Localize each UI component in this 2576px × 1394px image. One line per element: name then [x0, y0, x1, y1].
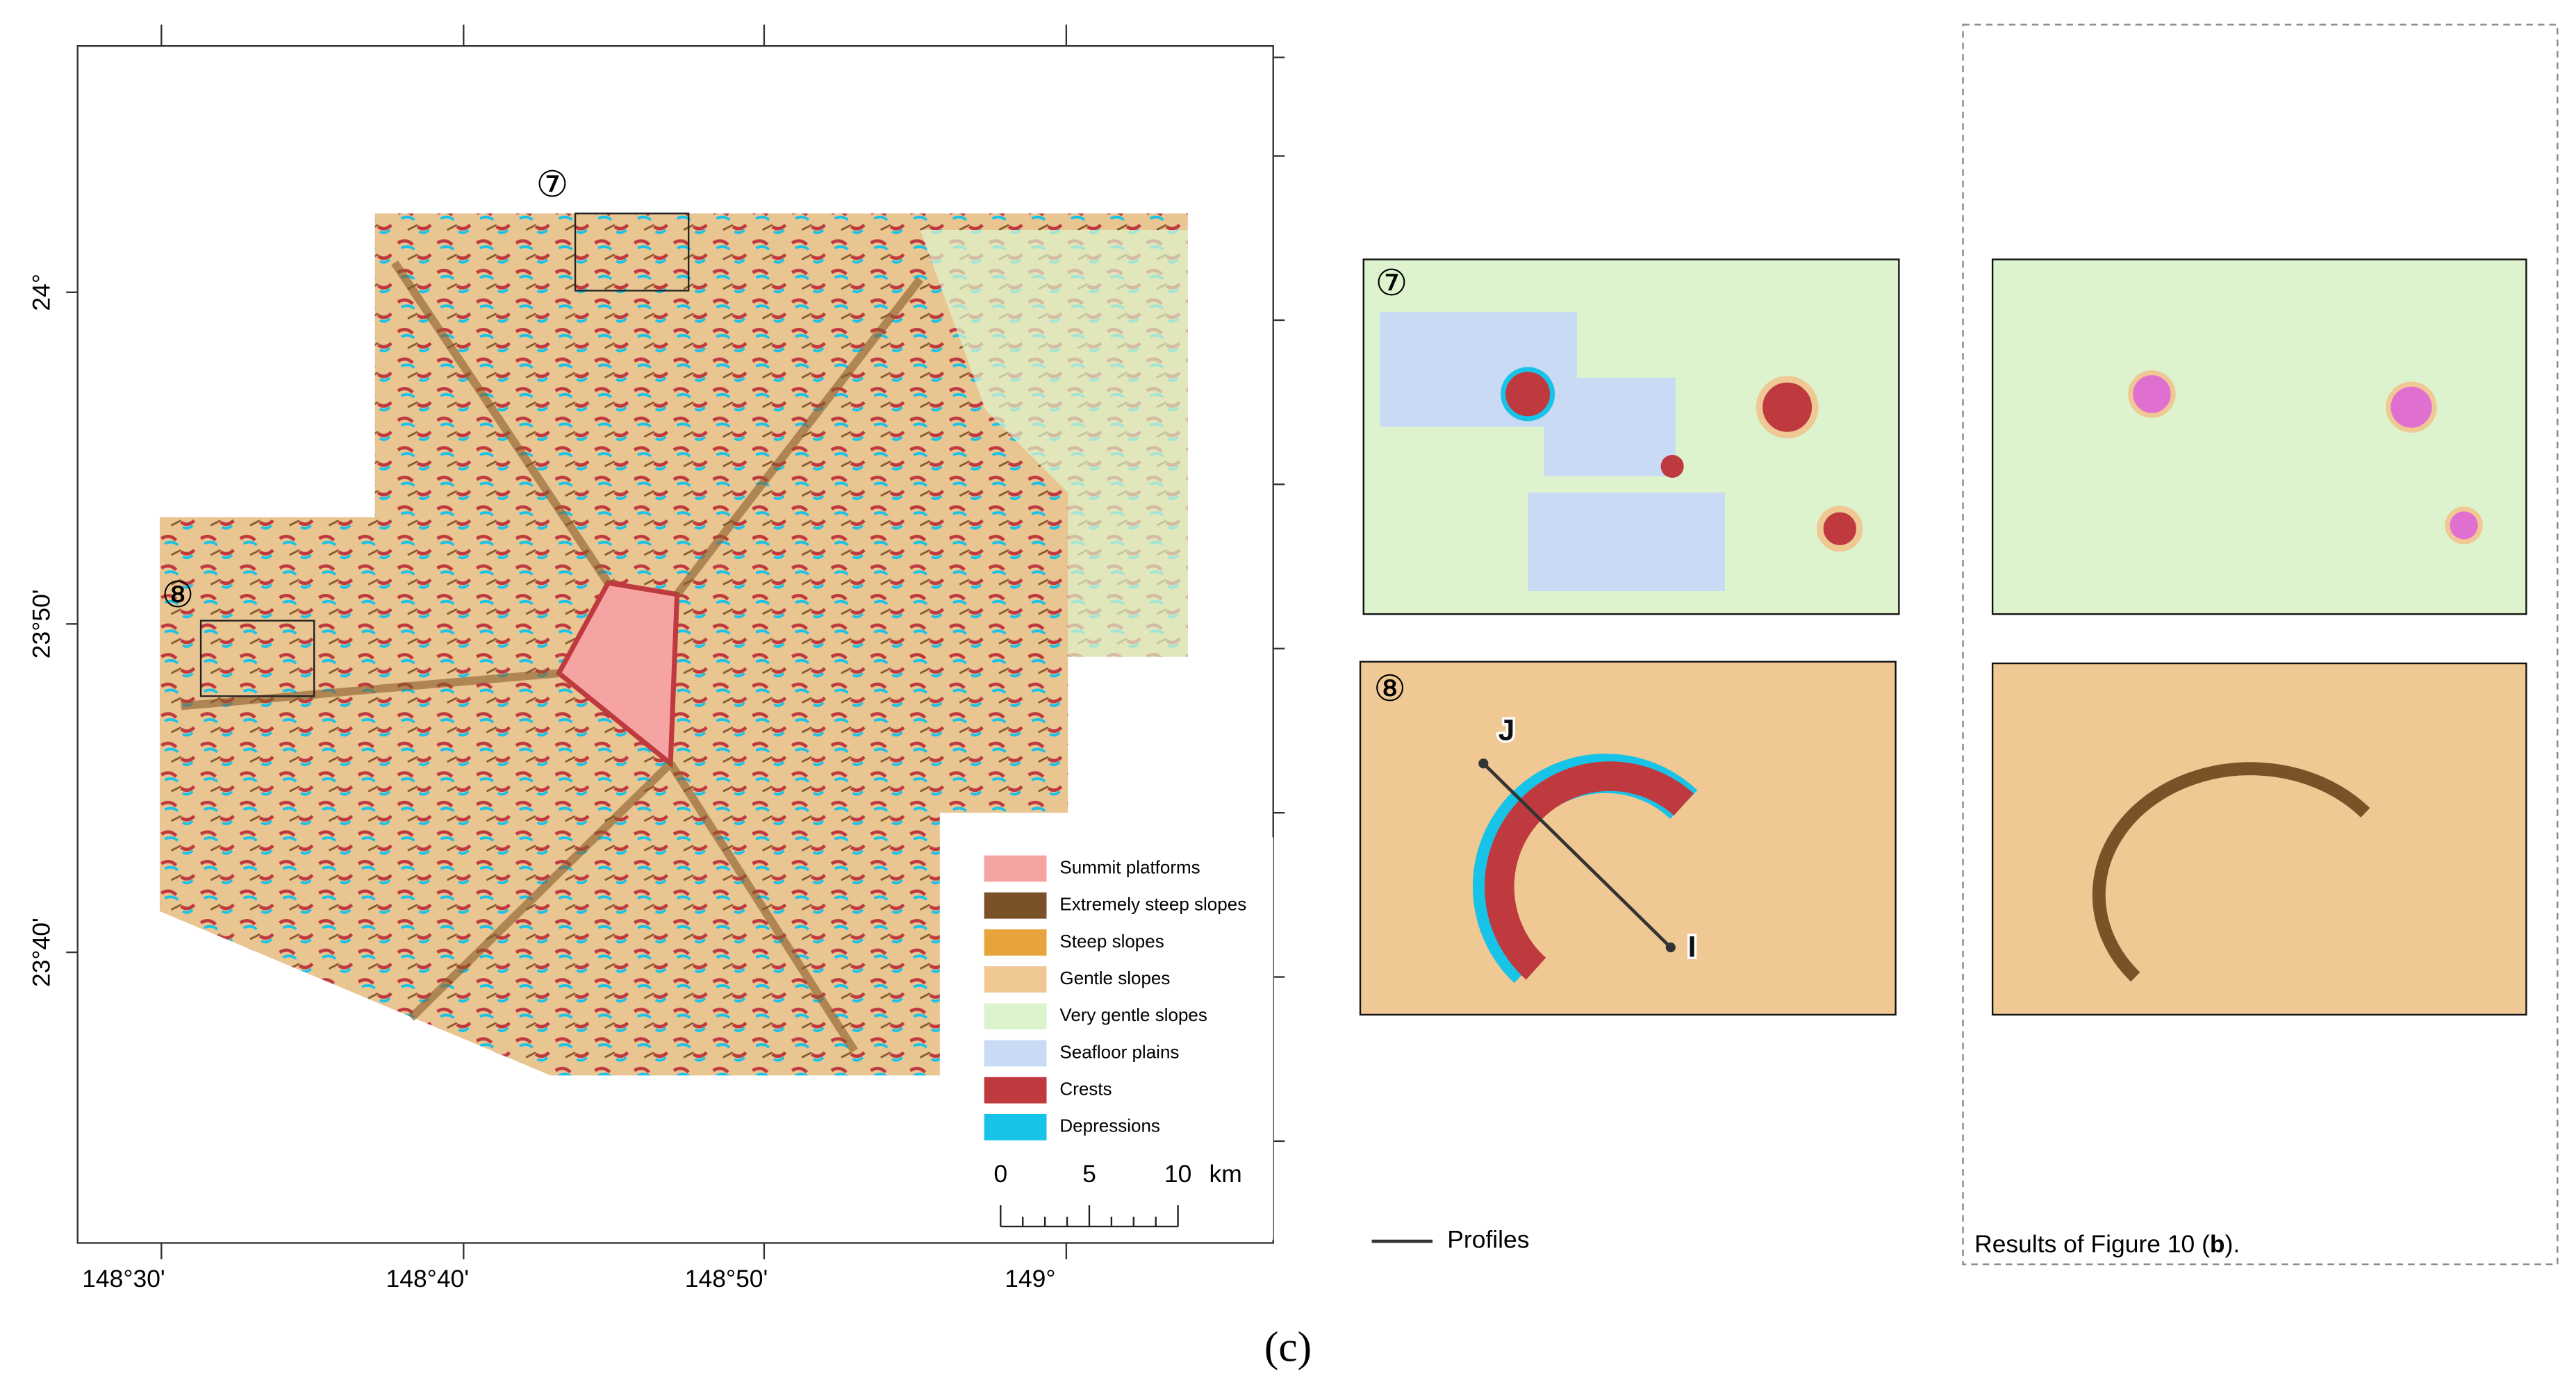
legend-label: Crests: [1059, 1079, 1112, 1100]
legend-swatch: [984, 1003, 1047, 1030]
legend-label: Seafloor plains: [1059, 1041, 1179, 1062]
profile-end: [1478, 758, 1489, 769]
zone-label: ⑦: [536, 165, 569, 205]
inset-blob: [1660, 454, 1684, 478]
inset-arc: [1485, 761, 1694, 980]
inset: [1991, 258, 2527, 615]
profile-point: I: [1688, 931, 1696, 964]
legend-label: Steep slopes: [1059, 931, 1164, 952]
caption-part: Results of Figure 10 (: [1974, 1231, 2210, 1259]
zone-box: [574, 213, 690, 292]
legend: Summit platforms Extremely steep slopes St…: [969, 837, 1273, 1240]
zone-label: ⑧: [162, 575, 195, 615]
scale-label: 10: [1164, 1160, 1191, 1188]
panel-label: (c): [1264, 1324, 1312, 1371]
zone-label: ⑦: [1376, 263, 1408, 304]
scale-unit: km: [1209, 1160, 1242, 1188]
caption-part: b: [2210, 1231, 2225, 1259]
lat-label: 23°40': [27, 918, 55, 987]
legend-swatch: [984, 929, 1047, 956]
inset-blob: [2445, 506, 2483, 545]
legend-label: Gentle slopes: [1059, 968, 1170, 988]
scale-label: 5: [1082, 1160, 1096, 1188]
lat-label: 24°: [27, 274, 55, 311]
caption-part: ).: [2225, 1231, 2240, 1259]
inset-blob: [1501, 367, 1555, 422]
lon-label: 148°30': [82, 1265, 165, 1293]
inset-blob: [2386, 381, 2437, 433]
profile-end: [1665, 942, 1676, 953]
lat-label: 23°50': [27, 589, 55, 658]
lon-label: 148°50': [685, 1265, 768, 1293]
inset-blob: [1756, 376, 1819, 439]
scale-bar: [1000, 1205, 1179, 1228]
inset-fill: [1380, 312, 1725, 592]
inset-arc: [2092, 762, 2370, 982]
profile-point: J: [1498, 714, 1515, 747]
legend-swatch: [984, 1113, 1047, 1140]
legend-label: Summit platforms: [1059, 856, 1200, 877]
legend-swatch: [984, 1040, 1047, 1067]
legend-swatch: [984, 966, 1047, 993]
legend-swatch: [984, 855, 1047, 882]
profile-line: [1482, 762, 1672, 949]
axis-ticks: [66, 24, 1285, 1260]
results-caption: Results of Figure 10 (b).: [1974, 1231, 2240, 1259]
legend-label: Very gentle slopes: [1059, 1004, 1207, 1025]
legend-swatch: [984, 1077, 1047, 1104]
legend-label: Depressions: [1059, 1115, 1160, 1136]
gentle-area: [920, 229, 1188, 657]
zone-label: ⑧: [1373, 669, 1406, 709]
inset: [1991, 662, 2527, 1016]
legend-label: Extremely steep slopes: [1059, 894, 1246, 915]
inset: [1359, 661, 1897, 1016]
results-box: [1962, 24, 2559, 1266]
scale-label: 0: [993, 1160, 1007, 1188]
ridges: [181, 260, 924, 1054]
inset-blob: [1817, 506, 1863, 552]
zone-box: [199, 620, 315, 697]
profiles-legend: Profiles: [1447, 1226, 1529, 1254]
lon-label: 148°40': [386, 1265, 469, 1293]
inset-blob: [2128, 370, 2176, 418]
lon-label: 149°: [1005, 1265, 1055, 1293]
legend-swatch: [984, 892, 1047, 919]
